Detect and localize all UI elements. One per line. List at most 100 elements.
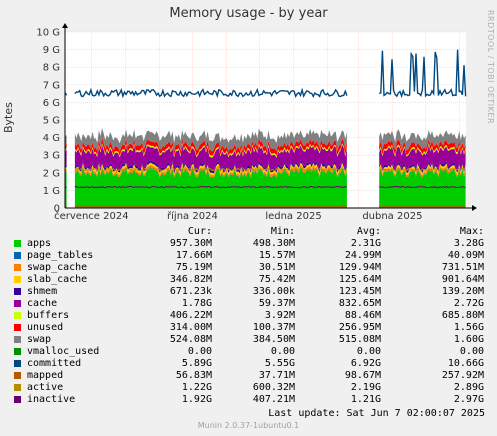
legend-avg: 2.31G: [350, 238, 381, 249]
line-committed: [74, 87, 348, 99]
legend-max: 685.80M: [441, 310, 484, 321]
line-active: [378, 168, 466, 172]
legend-cur: 5.89G: [181, 358, 212, 369]
area-unused: [379, 139, 466, 156]
legend-row: mapped 56.83M 37.71M 98.67M 257.92M: [14, 370, 494, 382]
legend-row: inactive 1.92G 407.21M 1.21G 2.97G: [14, 394, 494, 406]
legend-swatch: [14, 312, 21, 319]
x-tick-label: července 2024: [54, 210, 128, 222]
legend-cur: 1.22G: [181, 382, 212, 393]
legend-min: 600.32M: [252, 382, 295, 393]
y-tick-label: 8 G: [43, 63, 60, 74]
chart-title: Memory usage - by year: [169, 6, 328, 21]
area-unused: [74, 138, 347, 157]
legend-swatch: [14, 264, 21, 271]
legend-min: 37.71M: [258, 370, 295, 381]
header-max: Max:: [459, 226, 484, 237]
legend-avg: 2.19G: [350, 382, 381, 393]
y-tick-label: 10 G: [36, 28, 60, 39]
header-cur: Cur:: [187, 226, 212, 237]
legend-cur: 56.83M: [175, 370, 212, 381]
legend-name: mapped: [27, 370, 64, 381]
y-tick-label: 1 G: [43, 186, 60, 197]
y-tick-label: 9 G: [43, 45, 60, 56]
legend-min: 75.42M: [258, 274, 295, 285]
legend-name: swap: [27, 334, 52, 345]
header-avg: Avg:: [356, 226, 381, 237]
y-tick-label: 5 G: [43, 116, 60, 127]
y-tick-label: 2 G: [43, 168, 60, 179]
x-tick-label: dubna 2025: [362, 211, 422, 222]
legend-name: unused: [27, 322, 64, 333]
area-swap_cache: [379, 165, 466, 178]
legend-avg: 6.92G: [350, 358, 381, 369]
y-axis-arrow: [62, 23, 68, 28]
legend-avg: 125.64M: [338, 274, 381, 285]
legend-max: 40.09M: [447, 250, 484, 261]
area-apps: [379, 168, 466, 208]
legend-cur: 406.22M: [169, 310, 212, 321]
line-inactive: [74, 185, 348, 189]
header-min: Min:: [270, 226, 295, 237]
legend-avg: 515.08M: [338, 334, 381, 345]
rrdtool-credit: RRDTOOL / TOBI OETIKER: [486, 10, 495, 125]
legend-max: 901.64M: [441, 274, 484, 285]
legend-name: active: [27, 382, 64, 393]
legend-avg: 832.65M: [338, 298, 381, 309]
legend-swatch: [14, 396, 21, 403]
legend-row: swap_cache 75.19M 30.51M 129.94M 731.51M: [14, 262, 494, 274]
legend-cur: 17.66M: [175, 250, 212, 261]
legend-swatch: [14, 276, 21, 283]
area-buffers: [379, 143, 466, 157]
legend-swatch: [14, 288, 21, 295]
y-tick-label: 0: [54, 204, 60, 215]
legend-row: swap 524.08M 384.50M 515.08M 1.60G: [14, 334, 494, 346]
area-cache: [74, 143, 347, 172]
legend-swatch: [14, 384, 21, 391]
area-page_tables: [74, 167, 347, 179]
legend-header: Cur: Min: Avg: Max:: [14, 226, 494, 238]
legend-cur: 346.82M: [169, 274, 212, 285]
legend-row: page_tables 17.66M 15.57M 24.99M 40.09M: [14, 250, 494, 262]
legend-cur: 314.00M: [169, 322, 212, 333]
legend-min: 5.55G: [264, 358, 295, 369]
area-shmem: [74, 160, 347, 174]
legend-max: 2.97G: [453, 394, 484, 405]
legend-avg: 0.00: [356, 346, 381, 357]
area-buffers: [74, 142, 347, 158]
legend-swatch: [14, 360, 21, 367]
plot-area: 0 1 G 2 G 3 G 4 G 5 G 6 G 7 G 8 G 9 G 10 G července…: [36, 23, 477, 222]
legend-swatch: [14, 324, 21, 331]
line-inactive: [379, 185, 466, 189]
y-tick-label: 6 G: [43, 98, 60, 109]
legend-name: committed: [27, 358, 82, 369]
legend-max: 1.60G: [453, 334, 484, 345]
legend-cur: 524.08M: [169, 334, 212, 345]
area-cache: [379, 144, 466, 171]
legend-avg: 1.21G: [350, 394, 381, 405]
legend-name: shmem: [27, 286, 58, 297]
legend-cur: 0.00: [187, 346, 212, 357]
area-slab_cache: [379, 163, 466, 176]
x-axis-arrow: [472, 205, 477, 211]
legend-max: 257.92M: [441, 370, 484, 381]
legend-swatch: [14, 252, 21, 259]
legend-avg: 98.67M: [344, 370, 381, 381]
legend-min: 59.37M: [258, 298, 295, 309]
legend-max: 731.51M: [441, 262, 484, 273]
area-shmem: [379, 160, 466, 173]
legend-row: committed 5.89G 5.55G 6.92G 10.66G: [14, 358, 494, 370]
legend-cur: 75.19M: [175, 262, 212, 273]
legend-row: vmalloc_used 0.00 0.00 0.00 0.00: [14, 346, 494, 358]
legend-swatch: [14, 336, 21, 343]
legend-max: 2.89G: [453, 382, 484, 393]
legend-row: slab_cache 346.82M 75.42M 125.64M 901.64M: [14, 274, 494, 286]
legend-name: slab_cache: [27, 274, 88, 285]
legend-max: 1.56G: [453, 322, 484, 333]
x-tick-label: října 2024: [167, 210, 218, 222]
legend-row: shmem 671.23k 336.00k 123.45M 139.20M: [14, 286, 494, 298]
last-update: Last update: Sat Jun 7 02:00:07 2025: [268, 408, 485, 419]
y-tick-label: 3 G: [43, 151, 60, 162]
legend-swatch: [14, 240, 21, 247]
x-tick-label: ledna 2025: [265, 211, 321, 222]
